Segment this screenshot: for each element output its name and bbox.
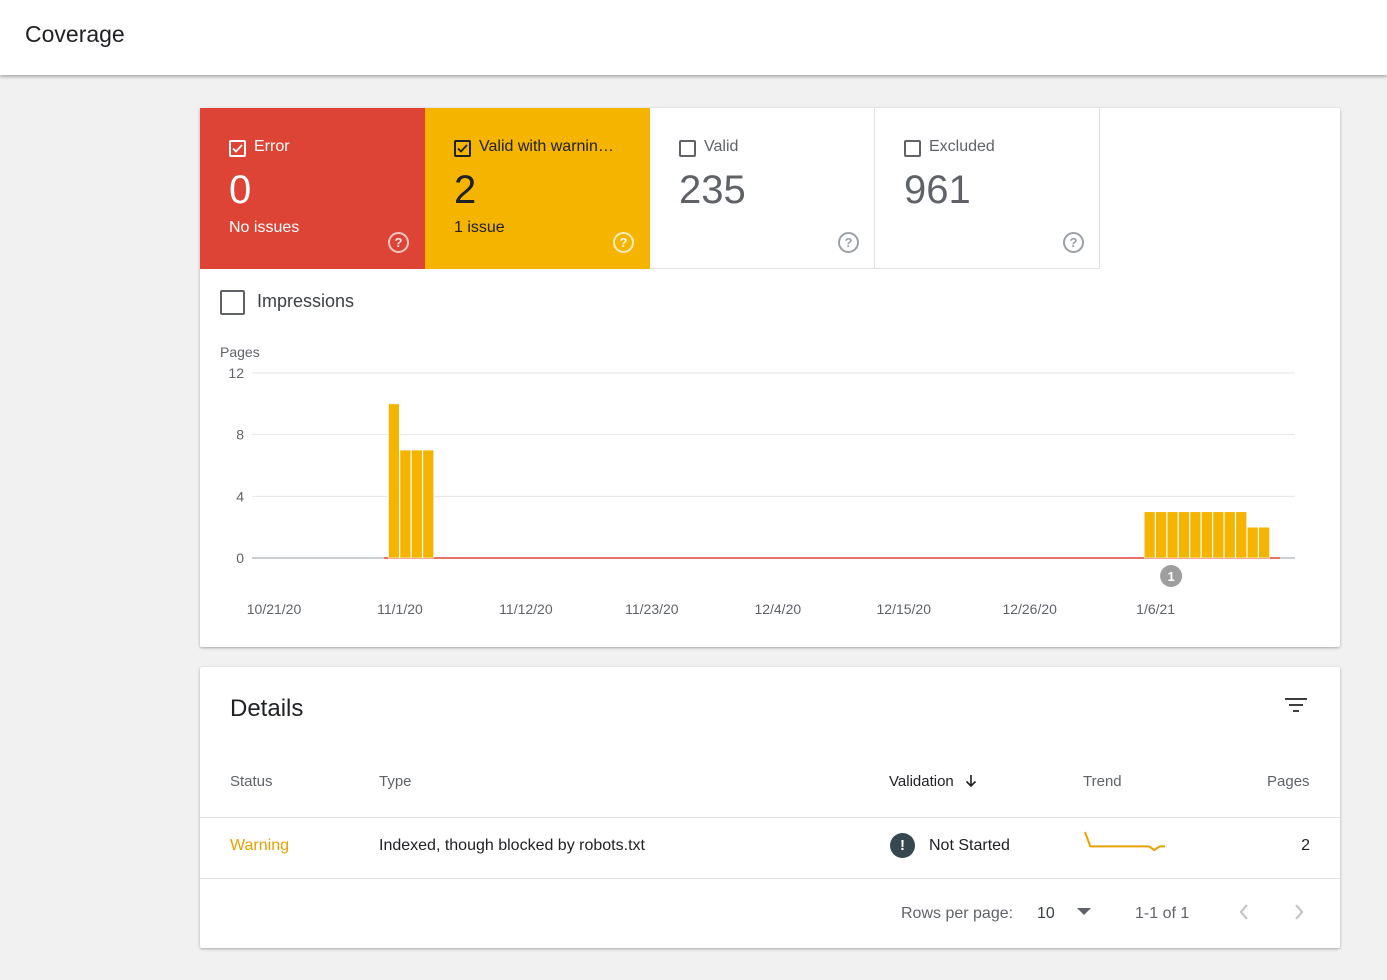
help-icon[interactable]: ? [388,232,409,253]
x-tick-label: 10/21/20 [247,601,302,617]
pagination-range: 1-1 of 1 [1135,905,1190,922]
tile-valid-with-warnings[interactable]: Valid with warnin… 2 1 issue ? [425,108,650,269]
help-icon[interactable]: ? [1063,232,1084,253]
chart-bar [1166,511,1179,559]
chart-bar [1155,511,1167,559]
chart-bar [1224,511,1236,559]
tile-label: Excluded [929,138,995,155]
divider [200,878,1340,879]
chart-bar [1258,526,1270,559]
coverage-chart-card: Error 0 No issues ? Valid with warnin… 2… [200,108,1340,647]
details-card: Details Status Type Validation Trend Pag… [200,667,1340,948]
x-tick-label: 12/15/20 [877,601,932,617]
x-tick-label: 11/12/20 [499,601,553,617]
impressions-checkbox[interactable] [220,290,245,315]
exclamation-icon: ! [890,833,915,858]
tile-excluded[interactable]: Excluded 961 ? [875,108,1100,269]
y-axis-title: Pages [220,344,260,360]
tile-error[interactable]: Error 0 No issues ? [200,108,425,269]
tile-count: 0 [229,168,252,212]
help-icon[interactable]: ? [613,232,634,253]
trend-line [1084,831,1165,852]
chart-bar [422,449,435,559]
status-cell: Warning [230,837,289,854]
arrow-down-icon [965,775,977,788]
rows-per-page-select[interactable]: 10 [1037,905,1092,923]
column-header-trend[interactable]: Trend [1083,773,1122,790]
column-header-pages[interactable]: Pages [1267,773,1310,790]
annotation-label: 1 [1167,569,1174,584]
top-app-bar: Coverage [0,0,1387,75]
trend-sparkline [1084,831,1165,852]
excluded-checkbox[interactable] [904,140,921,157]
pages-cell: 2 [1301,837,1310,854]
details-title: Details [230,695,304,722]
y-tick-label: 8 [236,427,244,443]
chart-bar [399,449,412,559]
chevron-right-icon[interactable] [1293,903,1305,921]
help-icon[interactable]: ? [838,232,859,253]
validation-header-label: Validation [889,773,954,790]
tile-count: 2 [454,168,477,212]
chart-bar [411,449,423,559]
type-cell: Indexed, though blocked by robots.txt [379,837,645,854]
chart-bar [1143,511,1156,559]
chart-bar [1201,511,1213,559]
y-tick-label: 12 [228,365,244,381]
check-icon [232,144,243,153]
tile-label: Valid with warnin… [479,138,614,155]
dropdown-arrow-icon [1077,908,1092,915]
warning-checkbox[interactable] [454,140,471,157]
coverage-chart: Pages 0 4 8 12 10/21/20 11/1/20 11/12/20 11/23/2… [220,344,1295,617]
check-icon [457,144,468,153]
tile-label: Error [254,138,290,155]
chart-bar [1178,511,1190,559]
x-tick-label: 11/23/20 [625,601,679,617]
chart-bar [1246,526,1259,559]
annotation-marker [1160,565,1183,587]
tile-valid[interactable]: Valid 235 ? [650,108,875,269]
chart-bar [1235,511,1247,559]
impressions-label: Impressions [257,291,355,311]
x-tick-label: 12/4/20 [754,601,801,617]
x-tick-label: 12/26/20 [1002,601,1057,617]
tile-subtext: 1 issue [454,219,505,236]
page-title: Coverage [25,21,125,47]
error-checkbox[interactable] [229,140,246,157]
chart-bar [1189,511,1202,559]
tile-label: Valid [704,138,739,155]
tile-count: 961 [904,168,971,212]
column-header-validation[interactable]: Validation [889,773,978,790]
x-tick-label: 1/6/21 [1136,601,1175,617]
x-tick-label: 11/1/20 [377,601,423,617]
chart-bar [388,403,400,559]
chevron-left-icon[interactable] [1238,903,1250,921]
valid-checkbox[interactable] [679,140,696,157]
y-tick-label: 4 [236,488,244,504]
filter-icon[interactable] [1284,695,1308,715]
column-header-status[interactable]: Status [230,773,273,790]
rows-per-page-value: 10 [1037,905,1055,922]
divider [200,817,1340,818]
column-header-type[interactable]: Type [379,773,412,790]
validation-cell: Not Started [929,837,1010,854]
chart-bar [1212,511,1225,559]
tile-subtext: No issues [229,219,300,236]
tile-count: 235 [679,168,746,212]
rows-per-page-label: Rows per page: [901,905,1014,922]
y-tick-label: 0 [236,550,244,566]
